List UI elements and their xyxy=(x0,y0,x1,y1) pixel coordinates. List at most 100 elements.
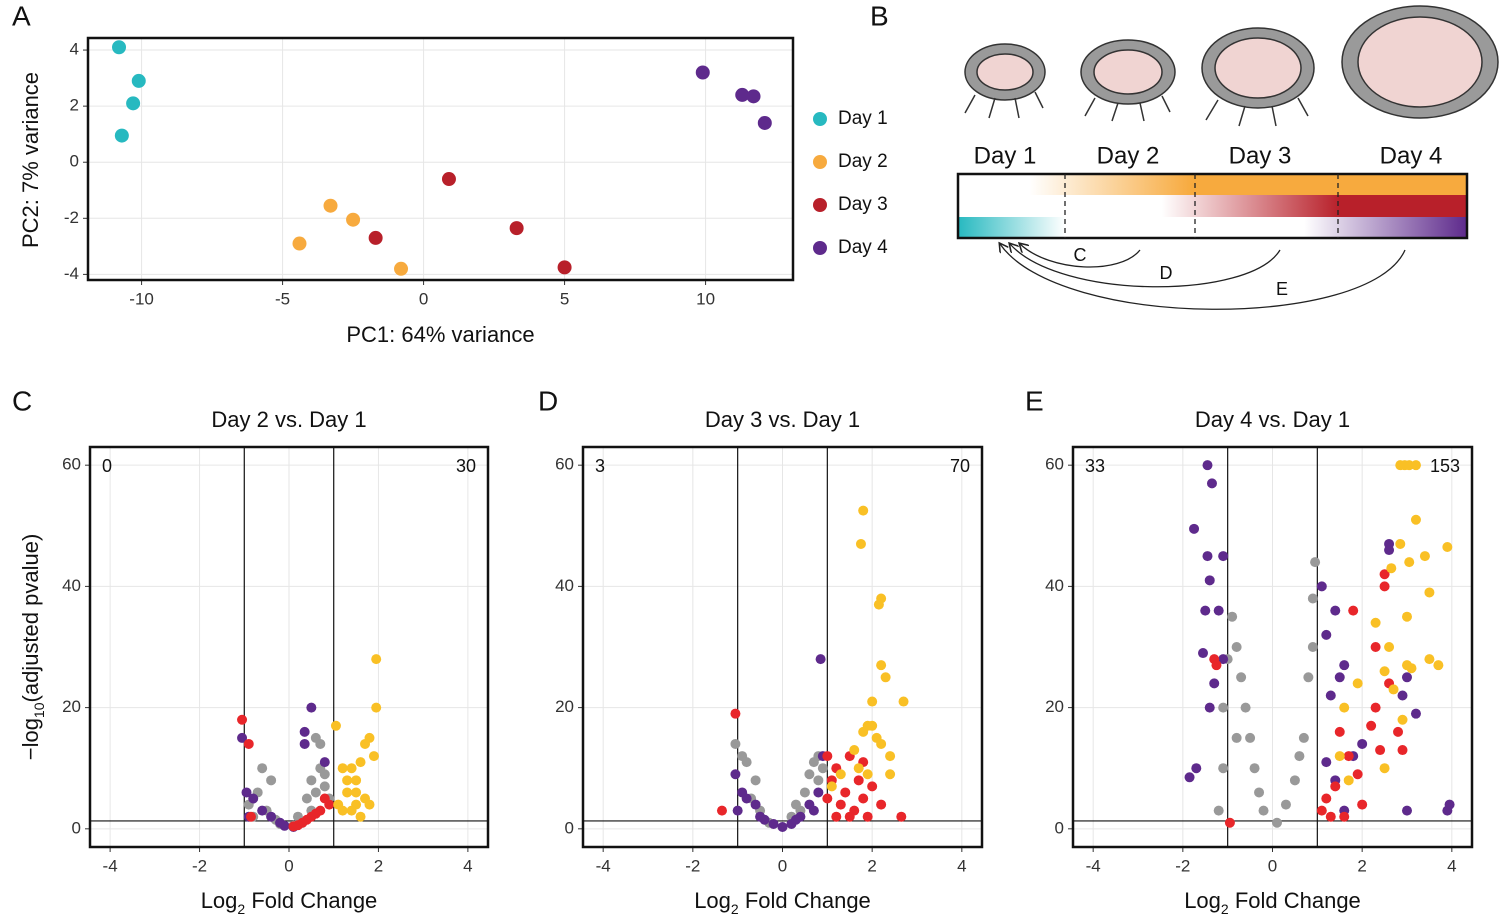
data-point xyxy=(1321,757,1332,768)
data-point xyxy=(1280,799,1291,810)
data-point xyxy=(1303,672,1314,683)
data-point xyxy=(757,115,772,130)
y-tick-label: 20 xyxy=(555,697,574,716)
data-point xyxy=(840,787,851,798)
count-label: 0 xyxy=(102,456,112,476)
data-point xyxy=(813,775,824,786)
data-point xyxy=(835,769,846,780)
data-point xyxy=(1330,781,1341,792)
data-point xyxy=(1370,617,1381,628)
x-axis-label: PC1: 64% variance xyxy=(346,322,534,347)
axis-label-part: Fold Change xyxy=(739,888,871,913)
x-tick-label: 0 xyxy=(419,289,428,308)
data-point xyxy=(1397,714,1408,725)
data-point xyxy=(1384,538,1395,549)
data-point xyxy=(1419,551,1430,562)
data-point xyxy=(1307,642,1318,652)
data-point xyxy=(346,212,361,227)
panel-label: D xyxy=(538,385,558,416)
count-label: 70 xyxy=(950,456,970,476)
data-point xyxy=(237,732,248,743)
data-point xyxy=(1424,654,1435,665)
data-point xyxy=(1206,478,1217,489)
data-point xyxy=(804,769,815,780)
data-point xyxy=(319,769,330,780)
data-point xyxy=(1379,569,1390,580)
data-point xyxy=(1254,787,1265,798)
panel-label: A xyxy=(12,0,31,31)
x-tick-label: 4 xyxy=(1447,856,1456,875)
data-point xyxy=(441,172,456,187)
data-point xyxy=(1379,666,1390,677)
legend-swatch xyxy=(813,198,827,212)
legend-label: Day 3 xyxy=(838,194,888,215)
data-point xyxy=(1442,805,1453,816)
data-point xyxy=(858,793,869,804)
y-tick-label: 60 xyxy=(555,455,574,474)
x-tick-label: -5 xyxy=(275,289,290,308)
data-point xyxy=(368,751,379,762)
x-tick-label: -2 xyxy=(685,856,700,875)
data-point xyxy=(790,799,801,810)
legend-swatch xyxy=(813,241,827,255)
data-point xyxy=(867,696,878,707)
chart-title: Day 3 vs. Day 1 xyxy=(705,407,860,432)
x-tick-label: 2 xyxy=(867,856,876,875)
data-point xyxy=(1202,551,1213,562)
panel-label: E xyxy=(1025,385,1044,416)
data-point xyxy=(1211,660,1222,671)
y-tick-label: -4 xyxy=(64,264,79,283)
data-point xyxy=(1258,805,1269,816)
data-point xyxy=(853,763,864,774)
data-point xyxy=(1366,720,1377,731)
y-tick-label: 40 xyxy=(555,576,574,595)
data-point xyxy=(1370,642,1381,652)
x-tick-label: -10 xyxy=(129,289,154,308)
data-point xyxy=(730,708,741,719)
data-point xyxy=(1218,551,1229,562)
x-tick-label: -2 xyxy=(1175,856,1190,875)
y-tick-label: -2 xyxy=(64,208,79,227)
y-tick-label: 20 xyxy=(1045,697,1064,716)
data-point xyxy=(346,763,357,774)
data-point xyxy=(1218,654,1229,665)
data-point xyxy=(1379,763,1390,774)
x-tick-label: 4 xyxy=(463,856,472,875)
data-point xyxy=(126,96,141,111)
data-point xyxy=(319,793,330,804)
data-point xyxy=(1249,763,1260,774)
data-point xyxy=(1307,593,1318,604)
stage-label: Day 3 xyxy=(1229,142,1292,169)
data-point xyxy=(1289,775,1300,786)
data-point xyxy=(844,811,855,822)
x-tick-label: -4 xyxy=(596,856,611,875)
data-point xyxy=(1433,660,1444,671)
data-point xyxy=(1401,611,1412,622)
data-point xyxy=(1224,817,1235,828)
data-point xyxy=(243,738,254,749)
data-point xyxy=(1384,642,1395,652)
count-label: 33 xyxy=(1085,456,1105,476)
data-point xyxy=(867,781,878,792)
expression-band xyxy=(958,195,1467,217)
x-tick-label: -4 xyxy=(103,856,118,875)
data-point xyxy=(817,763,828,774)
y-tick-label: 0 xyxy=(72,818,81,837)
x-tick-label: 2 xyxy=(1357,856,1366,875)
data-point xyxy=(855,538,866,549)
y-tick-label: 0 xyxy=(1055,818,1064,837)
data-point xyxy=(1191,763,1202,774)
axis-label-part: PC1: 64% variance xyxy=(346,322,534,347)
data-point xyxy=(292,236,307,251)
axis-label-part: 2 xyxy=(237,901,245,917)
data-point xyxy=(1294,751,1305,762)
data-point xyxy=(368,230,383,245)
axis-label-part: 2 xyxy=(1221,901,1229,917)
stage-divider xyxy=(1064,174,1339,238)
axis-label-part: −log xyxy=(18,718,43,760)
data-point xyxy=(1316,805,1327,816)
data-point xyxy=(695,65,710,80)
data-point xyxy=(1245,732,1256,743)
data-point xyxy=(862,811,873,822)
